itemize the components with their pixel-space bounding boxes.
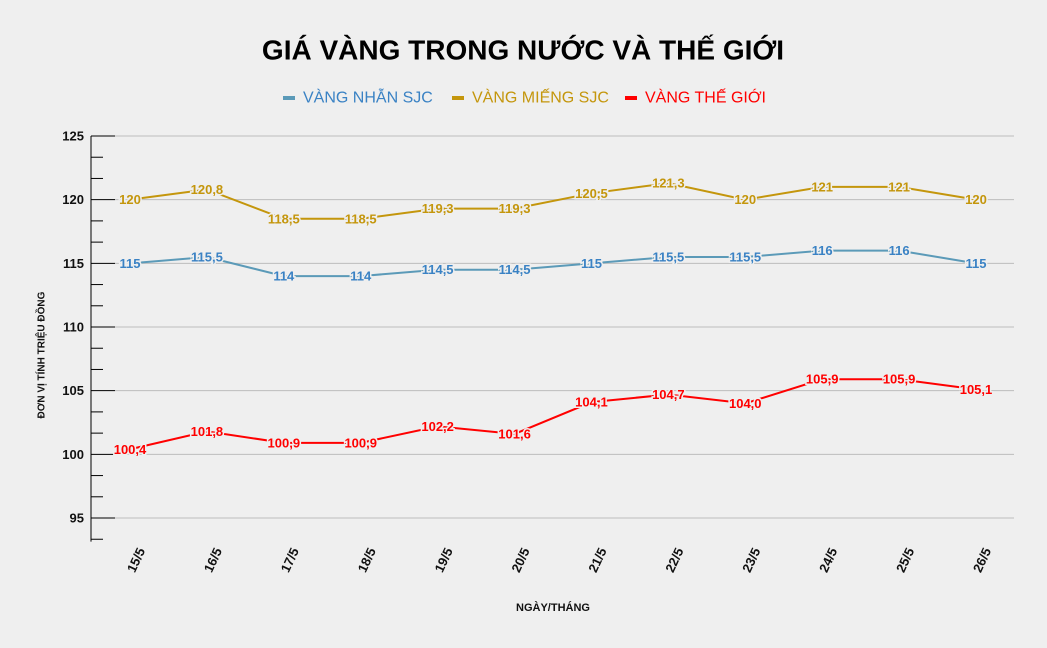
x-tick-label: 17/5 — [278, 545, 302, 574]
data-label: 115 — [966, 256, 987, 271]
grid — [115, 135, 1014, 519]
data-label: 115,5 — [652, 249, 684, 264]
data-label: 120,5 — [575, 186, 608, 201]
data-label: 100,4 — [114, 442, 147, 457]
legend-label: VÀNG THẾ GIỚI — [645, 88, 766, 107]
y-tick-label: 100 — [62, 447, 84, 462]
data-label: 114 — [273, 269, 295, 284]
legend-label: VÀNG MIẾNG SJC — [472, 88, 609, 107]
data-label: 120 — [119, 192, 141, 207]
legend-swatch — [452, 96, 464, 100]
y-tick-label: 120 — [62, 192, 84, 207]
series-group: 115 115,5 114 114 114,5 114,5 115 115,5 115,5 116… — [112, 174, 994, 458]
y-tick-label: 105 — [62, 383, 84, 398]
data-label: 100,9 — [344, 435, 377, 450]
data-label: 105,9 — [883, 372, 916, 387]
data-label: 120 — [734, 192, 756, 207]
data-label: 105,1 — [960, 382, 993, 397]
data-label: 104,0 — [729, 396, 762, 411]
x-tick-label: 21/5 — [585, 545, 609, 574]
data-label: 114,5 — [422, 262, 454, 277]
data-label: 115 — [581, 256, 602, 271]
axes: 95 100 105 110 115 120 125 15/5 16/5 17/5 18/5 19/5… — [62, 129, 994, 575]
data-label: 120 — [965, 192, 987, 207]
data-label: 118,5 — [268, 211, 300, 226]
data-label: 115,5 — [191, 249, 223, 264]
series-0: 115 115,5 114 114 114,5 114,5 115 115,5 115,5 116… — [118, 242, 988, 285]
data-label: 114,5 — [499, 262, 531, 277]
x-tick-label: 24/5 — [816, 545, 840, 574]
series-1: 120 120,8 118,5 118,5 119,3 119,3 120,5 121,3 12… — [118, 174, 989, 228]
y-tick-label: 95 — [70, 511, 84, 526]
x-tick-label: 23/5 — [739, 545, 763, 574]
legend: VÀNG NHẪN SJC VÀNG MIẾNG SJC VÀNG THẾ GIỚI — [283, 88, 766, 107]
series-line — [129, 378, 977, 451]
data-label: 100,9 — [268, 435, 301, 450]
chart-title: GIÁ VÀNG TRONG NƯỚC VÀ THẾ GIỚI — [262, 35, 784, 66]
data-label: 120,8 — [191, 182, 224, 197]
data-label: 115 — [120, 256, 141, 271]
x-axis-label: NGÀY/THÁNG — [516, 601, 590, 614]
x-tick-label: 22/5 — [662, 545, 686, 574]
data-label: 116 — [889, 243, 910, 258]
series-line — [129, 182, 977, 220]
data-label: 121 — [888, 179, 910, 194]
y-tick-label: 115 — [63, 256, 84, 271]
y-tick-label: 110 — [63, 320, 84, 335]
data-label: 101,6 — [498, 426, 531, 441]
data-label: 102,2 — [421, 419, 454, 434]
series-line — [129, 249, 977, 278]
x-tick-label: 19/5 — [431, 545, 455, 574]
x-tick-label: 25/5 — [893, 545, 917, 574]
legend-label: VÀNG NHẪN SJC — [303, 88, 433, 107]
x-tick-label: 20/5 — [508, 545, 532, 574]
x-tick-label: 18/5 — [355, 545, 379, 574]
legend-swatch — [625, 96, 637, 100]
data-label: 105,9 — [806, 372, 839, 387]
data-label: 118,5 — [345, 211, 377, 226]
data-label: 104,7 — [652, 387, 685, 402]
legend-swatch — [283, 96, 295, 100]
y-axis-label: ĐƠN VỊ TÍNH TRIỆU ĐỒNG — [35, 291, 48, 418]
data-label: 101,8 — [191, 424, 224, 439]
data-label: 114 — [350, 269, 372, 284]
data-label: 104,1 — [575, 395, 608, 410]
data-label: 115,5 — [729, 249, 761, 264]
x-tick-label: 26/5 — [970, 545, 994, 574]
data-label: 116 — [812, 243, 833, 258]
data-label: 119,3 — [422, 201, 454, 216]
data-label: 121,3 — [652, 176, 685, 191]
y-tick-label: 125 — [62, 129, 84, 144]
x-tick-label: 15/5 — [124, 545, 148, 574]
data-label: 121 — [811, 179, 833, 194]
data-label: 119,3 — [499, 201, 531, 216]
series-2: 100,4 101,8 100,9 100,9 102,2 101,6 104,1 104,7… — [112, 370, 994, 458]
x-tick-label: 16/5 — [201, 545, 225, 574]
